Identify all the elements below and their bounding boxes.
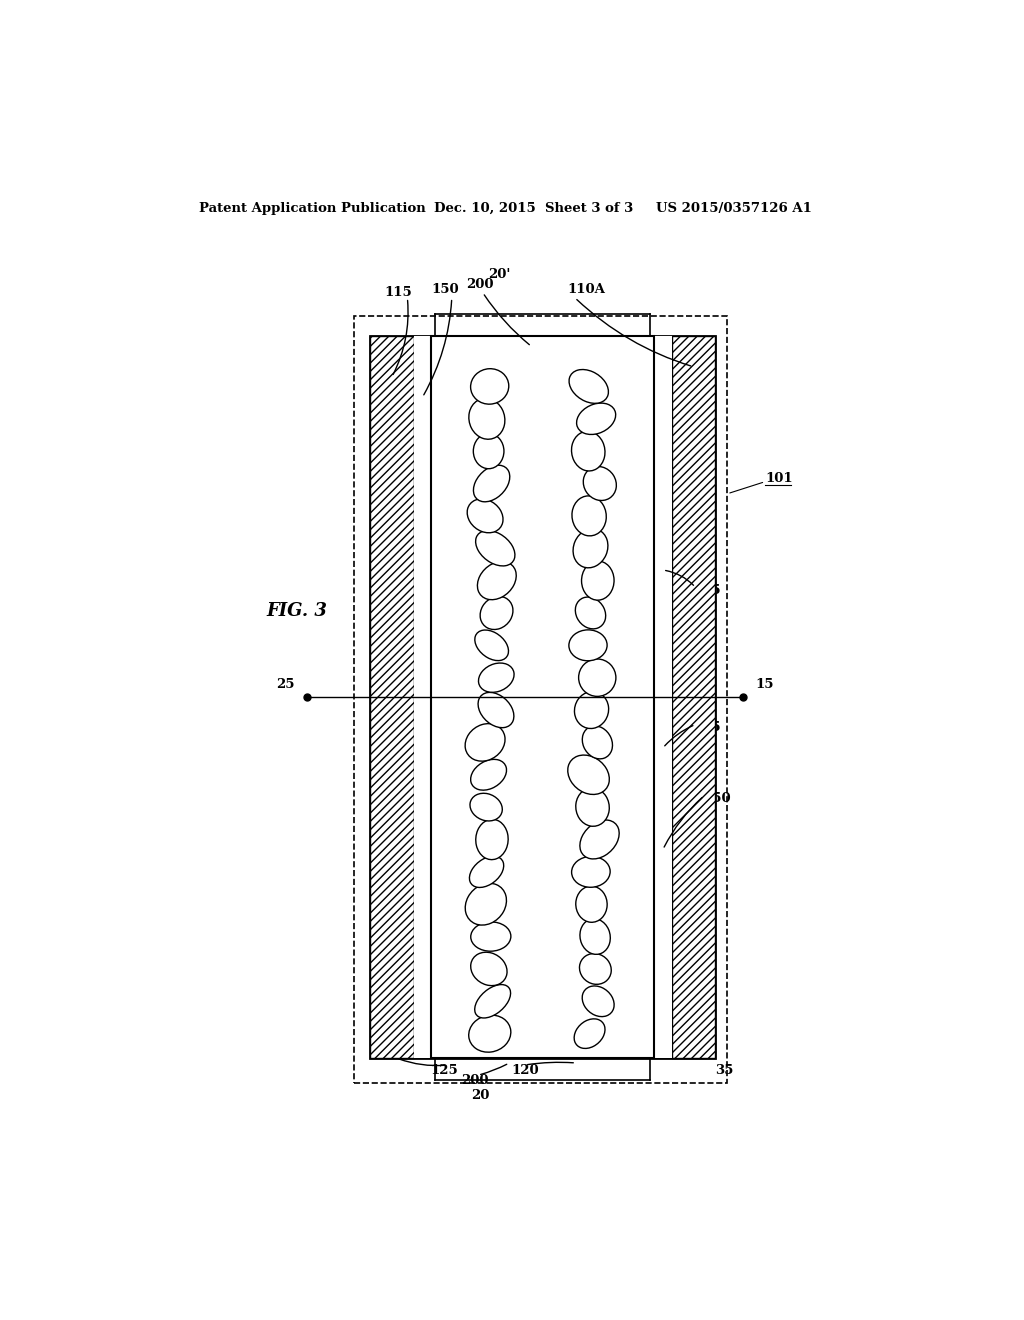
Text: Patent Application Publication: Patent Application Publication	[200, 202, 426, 215]
Ellipse shape	[582, 561, 614, 601]
Text: Dec. 10, 2015  Sheet 3 of 3: Dec. 10, 2015 Sheet 3 of 3	[433, 202, 633, 215]
Ellipse shape	[575, 886, 607, 923]
FancyArrowPatch shape	[665, 726, 693, 746]
Text: FIG. 3: FIG. 3	[267, 602, 328, 619]
FancyArrowPatch shape	[484, 294, 529, 345]
Ellipse shape	[583, 986, 614, 1016]
Ellipse shape	[467, 499, 503, 533]
Ellipse shape	[571, 432, 605, 471]
Ellipse shape	[569, 630, 607, 661]
Ellipse shape	[471, 952, 507, 986]
Ellipse shape	[574, 1019, 605, 1048]
Bar	[354, 315, 727, 1084]
Ellipse shape	[573, 528, 608, 568]
Text: 110A: 110A	[567, 282, 605, 296]
Bar	[654, 337, 672, 1057]
Ellipse shape	[471, 921, 511, 952]
Text: 20': 20'	[488, 268, 511, 281]
Ellipse shape	[465, 723, 505, 762]
Ellipse shape	[471, 368, 509, 404]
Ellipse shape	[579, 659, 615, 697]
Text: 20: 20	[471, 1089, 489, 1102]
Bar	[370, 337, 414, 1057]
Bar	[431, 337, 654, 1057]
Bar	[370, 337, 715, 1057]
Text: 35: 35	[716, 1064, 734, 1077]
Ellipse shape	[476, 820, 508, 859]
Ellipse shape	[575, 597, 605, 628]
Ellipse shape	[574, 692, 608, 729]
FancyArrowPatch shape	[398, 1059, 445, 1065]
FancyArrowPatch shape	[577, 300, 691, 366]
Ellipse shape	[475, 630, 509, 660]
FancyArrowPatch shape	[480, 1064, 507, 1074]
Text: 120: 120	[511, 1064, 539, 1077]
Ellipse shape	[475, 985, 511, 1018]
Ellipse shape	[583, 726, 612, 759]
Ellipse shape	[480, 597, 513, 630]
Bar	[414, 337, 431, 1057]
Ellipse shape	[473, 465, 510, 502]
Ellipse shape	[469, 399, 505, 440]
Ellipse shape	[580, 820, 620, 859]
Ellipse shape	[465, 883, 507, 925]
Ellipse shape	[469, 857, 504, 887]
Ellipse shape	[471, 759, 507, 791]
Text: 125: 125	[430, 1064, 458, 1077]
Ellipse shape	[567, 755, 609, 795]
Ellipse shape	[584, 466, 616, 500]
FancyArrowPatch shape	[666, 570, 693, 585]
Ellipse shape	[473, 433, 504, 469]
FancyArrowPatch shape	[393, 301, 409, 375]
Text: 25: 25	[276, 678, 295, 692]
Text: US 2015/0357126 A1: US 2015/0357126 A1	[655, 202, 812, 215]
Ellipse shape	[575, 788, 609, 826]
Ellipse shape	[478, 663, 514, 692]
Text: 200: 200	[466, 279, 494, 290]
Ellipse shape	[580, 953, 611, 985]
Ellipse shape	[469, 1015, 511, 1052]
Ellipse shape	[475, 531, 515, 566]
FancyArrowPatch shape	[730, 483, 763, 492]
FancyArrowPatch shape	[527, 1063, 573, 1065]
FancyArrowPatch shape	[424, 301, 452, 395]
Ellipse shape	[569, 370, 608, 404]
Text: 150: 150	[432, 282, 459, 296]
Ellipse shape	[580, 919, 610, 954]
Ellipse shape	[477, 561, 516, 599]
Ellipse shape	[571, 857, 610, 887]
Ellipse shape	[572, 496, 606, 536]
Bar	[672, 337, 715, 1057]
Text: 150: 150	[703, 792, 731, 805]
Text: 115: 115	[384, 286, 412, 300]
Text: 200: 200	[461, 1073, 488, 1086]
Text: 101: 101	[765, 473, 793, 484]
Text: 175: 175	[693, 721, 721, 734]
Ellipse shape	[470, 793, 503, 821]
Text: 175: 175	[693, 583, 721, 597]
Ellipse shape	[478, 693, 514, 727]
Text: 15: 15	[755, 678, 773, 692]
FancyArrowPatch shape	[665, 797, 702, 847]
Ellipse shape	[577, 403, 615, 434]
